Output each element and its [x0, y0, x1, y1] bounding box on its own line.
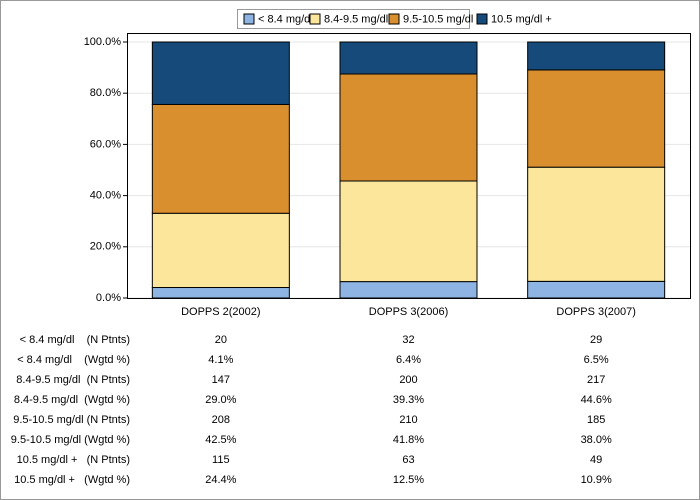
bar-segment [339, 41, 478, 75]
table-cell: 115 [212, 454, 230, 466]
table-cell: 32 [402, 334, 414, 346]
bar-segment [527, 69, 666, 168]
table-row-label: 10.5 mg/dl + (N Ptnts) [17, 454, 130, 466]
table-cell: 44.6% [581, 394, 612, 406]
table-cell: 200 [399, 374, 417, 386]
table-cell: 6.4% [396, 354, 421, 366]
y-tick-label: 40.0% [90, 190, 121, 202]
legend-label: 10.5 mg/dl + [491, 13, 552, 25]
y-tick-label: 60.0% [90, 138, 121, 150]
legend-label: 9.5-10.5 mg/dl [403, 13, 473, 25]
table-row-label: < 8.4 mg/dl (N Ptnts) [20, 334, 130, 346]
bar-segment [527, 166, 666, 282]
table-cell: 38.0% [581, 434, 612, 446]
bar-segment [339, 180, 478, 283]
legend-label: 8.4-9.5 mg/dl [324, 13, 388, 25]
y-tick-label: 100.0% [84, 36, 122, 48]
bar-segment [151, 41, 290, 105]
table-cell: 217 [587, 374, 605, 386]
table-cell: 63 [402, 454, 414, 466]
legend-swatch [243, 13, 255, 25]
table-row-label: 9.5-10.5 mg/dl (Wgtd %) [11, 434, 130, 446]
table-cell: 29.0% [205, 394, 236, 406]
x-tick-label: DOPPS 3(2006) [369, 306, 448, 318]
table-cell: 10.9% [581, 474, 612, 486]
table-cell: 42.5% [205, 434, 236, 446]
bar-segment [151, 287, 290, 299]
plot-frame [127, 33, 691, 299]
bar-segment [339, 281, 478, 299]
y-tick-label: 0.0% [96, 292, 121, 304]
y-tick-label: 80.0% [90, 87, 121, 99]
table-row-label: 8.4-9.5 mg/dl (Wgtd %) [14, 394, 130, 406]
table-cell: 4.1% [208, 354, 233, 366]
table-cell: 24.4% [205, 474, 236, 486]
legend-swatch [309, 13, 321, 25]
bar-segment [151, 212, 290, 289]
table-cell: 208 [212, 414, 230, 426]
table-cell: 39.3% [393, 394, 424, 406]
legend-box [237, 9, 470, 29]
table-row-label: 10.5 mg/dl + (Wgtd %) [14, 474, 130, 486]
legend-swatch [476, 13, 488, 25]
legend-label: < 8.4 mg/dl [258, 13, 313, 25]
table-cell: 6.5% [584, 354, 609, 366]
legend-swatch [388, 13, 400, 25]
table-row-label: 9.5-10.5 mg/dl (N Ptnts) [13, 414, 130, 426]
bar-segment [151, 103, 290, 214]
table-row-label: 8.4-9.5 mg/dl (N Ptnts) [16, 374, 130, 386]
table-cell: 12.5% [393, 474, 424, 486]
table-cell: 210 [399, 414, 417, 426]
x-tick-label: DOPPS 2(2002) [181, 306, 260, 318]
bar-segment [527, 280, 666, 299]
bar-segment [339, 73, 478, 182]
table-cell: 185 [587, 414, 605, 426]
y-tick-label: 20.0% [90, 241, 121, 253]
table-cell: 20 [215, 334, 227, 346]
table-cell: 147 [212, 374, 230, 386]
bar-segment [527, 41, 666, 71]
table-row-label: < 8.4 mg/dl (Wgtd %) [17, 354, 130, 366]
table-cell: 29 [590, 334, 602, 346]
table-cell: 41.8% [393, 434, 424, 446]
x-tick-label: DOPPS 3(2007) [556, 306, 635, 318]
table-cell: 49 [590, 454, 602, 466]
